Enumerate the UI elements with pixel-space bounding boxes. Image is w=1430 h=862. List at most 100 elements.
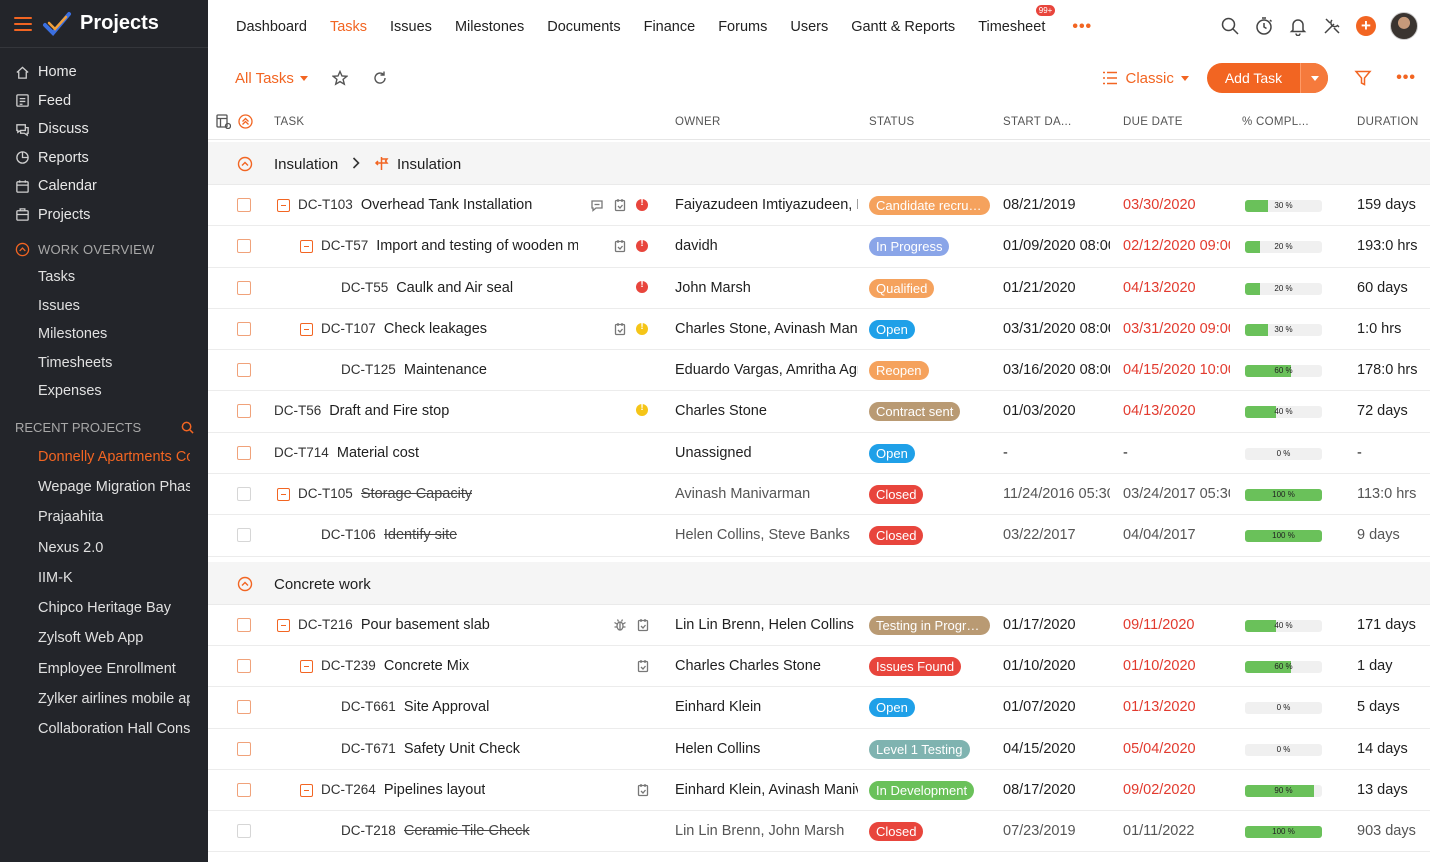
task-name[interactable]: Material cost [336, 444, 420, 461]
table-row[interactable]: DC-T55 Caulk and Air seal John Marsh Qualif… [208, 268, 1430, 309]
due-date[interactable]: - [1123, 444, 1128, 461]
start-date[interactable]: 03/31/2020 08:00 AM [1003, 320, 1110, 337]
task-name[interactable]: Import and testing of wooden materials [376, 238, 578, 255]
due-date[interactable]: 01/10/2020 [1123, 657, 1196, 674]
task-id[interactable]: DC-T103 [298, 197, 353, 212]
column-settings-button[interactable] [216, 114, 232, 130]
due-date[interactable]: 03/24/2017 05:30 PM [1123, 486, 1230, 503]
nav-home[interactable]: Home [0, 58, 208, 87]
attachment-icon[interactable] [636, 783, 650, 797]
task-name[interactable]: Maintenance [403, 362, 487, 379]
task-group-header[interactable]: Concrete work [208, 561, 1430, 605]
task-name[interactable]: Caulk and Air seal [396, 279, 514, 296]
nav-calendar[interactable]: Calendar [0, 172, 208, 201]
recent-project-item[interactable]: Prajaahita [38, 509, 104, 526]
col-task[interactable]: TASK [274, 116, 305, 128]
row-checkbox[interactable] [237, 445, 251, 460]
task-owner[interactable]: John Marsh [675, 279, 751, 296]
row-checkbox[interactable] [237, 321, 251, 336]
attachment-icon[interactable] [613, 239, 627, 253]
table-row[interactable]: DC-T264 Pipelines layout Einhard Klein, Av… [208, 770, 1430, 812]
subtask-toggle[interactable] [277, 618, 290, 632]
attachment-icon[interactable] [636, 618, 650, 632]
table-row[interactable]: DC-T661 Site Approval Einhard Klein Open 01/… [208, 687, 1430, 729]
completion-bar[interactable]: 60 % [1245, 365, 1322, 378]
start-date[interactable]: 01/09/2020 08:00 AM [1003, 238, 1110, 255]
row-checkbox[interactable] [237, 404, 251, 419]
sidebar-item-issues[interactable]: Issues [38, 297, 80, 314]
search-button[interactable] [1220, 16, 1240, 36]
sidebar-item-expenses[interactable]: Expenses [38, 383, 102, 400]
task-id[interactable]: DC-T106 [321, 527, 376, 543]
start-date[interactable]: - [1003, 444, 1008, 461]
task-name[interactable]: Check leakages [383, 320, 488, 337]
task-owner[interactable]: Helen Collins [675, 740, 761, 757]
work-overview-header[interactable]: WORK OVERVIEW [0, 235, 208, 263]
status-badge[interactable]: Closed [869, 485, 924, 505]
milestone-name[interactable]: Insulation [397, 156, 462, 173]
task-group-header[interactable]: Insulation Insulation [208, 142, 1430, 185]
start-date[interactable]: 11/24/2016 05:30 PM [1003, 486, 1110, 503]
more-tabs-button[interactable]: ••• [1072, 18, 1093, 35]
status-badge[interactable]: Qualified [869, 278, 935, 298]
subtask-toggle[interactable] [300, 783, 313, 797]
col-due-date[interactable]: DUE DATE [1123, 116, 1183, 128]
start-date[interactable]: 01/10/2020 [1003, 657, 1076, 674]
completion-bar[interactable]: 0 % [1245, 743, 1322, 756]
due-date[interactable]: 02/12/2020 09:00 AM [1123, 238, 1230, 255]
start-date[interactable]: 07/23/2019 [1003, 823, 1076, 840]
task-id[interactable]: DC-T125 [341, 362, 396, 378]
due-date[interactable]: 05/04/2020 [1123, 740, 1196, 757]
status-badge[interactable]: Testing in Progress [869, 615, 990, 635]
task-name[interactable]: Site Approval [403, 699, 490, 716]
task-id[interactable]: DC-T671 [341, 740, 396, 756]
status-badge[interactable]: Reopen [869, 361, 929, 381]
sidebar-item-tasks[interactable]: Tasks [38, 269, 76, 286]
start-date[interactable]: 04/15/2020 [1003, 740, 1076, 757]
task-owner[interactable]: Charles Charles Stone [675, 657, 821, 674]
col-status[interactable]: STATUS [869, 116, 915, 128]
row-checkbox[interactable] [237, 700, 251, 715]
filter-button[interactable] [1354, 69, 1372, 87]
completion-bar[interactable]: 100 % [1245, 530, 1322, 543]
row-checkbox[interactable] [237, 198, 251, 212]
tab-users[interactable]: Users [790, 19, 829, 35]
table-row[interactable]: DC-T216 Pour basement slab Lin Lin Brenn, … [208, 605, 1430, 646]
task-id[interactable]: DC-T239 [321, 657, 376, 673]
row-checkbox[interactable] [237, 239, 251, 254]
attachment-icon[interactable] [636, 659, 650, 673]
subtask-toggle[interactable] [277, 199, 290, 212]
task-id[interactable]: DC-T56 [274, 403, 322, 419]
due-date[interactable]: 04/15/2020 10:00 AM [1123, 362, 1230, 379]
due-date[interactable]: 09/11/2020 [1123, 616, 1195, 633]
table-row[interactable]: DC-T57 Import and testing of wooden mater… [208, 226, 1430, 268]
subtask-toggle[interactable] [300, 659, 313, 673]
collapse-all-button[interactable] [238, 114, 253, 129]
more-options-button[interactable]: ••• [1396, 69, 1416, 86]
refresh-button[interactable] [372, 70, 388, 86]
status-badge[interactable]: Open [869, 319, 915, 339]
task-owner[interactable]: Charles Stone [675, 403, 767, 420]
tab-milestones[interactable]: Milestones [454, 19, 525, 35]
completion-bar[interactable]: 100 % [1245, 826, 1322, 839]
tab-forums[interactable]: Forums [718, 19, 768, 35]
sidebar-item-milestones[interactable]: Milestones [38, 326, 108, 343]
task-owner[interactable]: Einhard Klein, Avinash Manivarman [675, 781, 858, 798]
completion-bar[interactable]: 20 % [1245, 282, 1322, 295]
start-date[interactable]: 01/03/2020 [1003, 403, 1076, 420]
completion-bar[interactable]: 0 % [1245, 447, 1322, 460]
due-date[interactable]: 01/11/2022 [1123, 823, 1195, 840]
table-row[interactable]: DC-T125 Maintenance Eduardo Vargas, Amrith… [208, 350, 1430, 392]
table-row[interactable]: DC-T107 Check leakages Charles Stone, Avin… [208, 309, 1430, 351]
table-row[interactable]: DC-T103 Overhead Tank Installation Faiyazu… [208, 185, 1430, 227]
recent-project-item[interactable]: Chipco Heritage Bay [38, 600, 171, 617]
task-id[interactable]: DC-T107 [321, 320, 376, 336]
nav-reports[interactable]: Reports [0, 144, 208, 173]
table-row[interactable]: DC-T671 Safety Unit Check Helen Collins Lev… [208, 729, 1430, 770]
completion-bar[interactable]: 40 % [1245, 406, 1322, 419]
status-badge[interactable]: Candidate recruited [869, 196, 990, 215]
recent-project-item[interactable]: Collaboration Hall Construction [38, 721, 190, 738]
col-start-date[interactable]: START DA... [1003, 116, 1072, 128]
subtask-toggle[interactable] [300, 240, 313, 254]
task-owner[interactable]: Unassigned [675, 444, 752, 461]
